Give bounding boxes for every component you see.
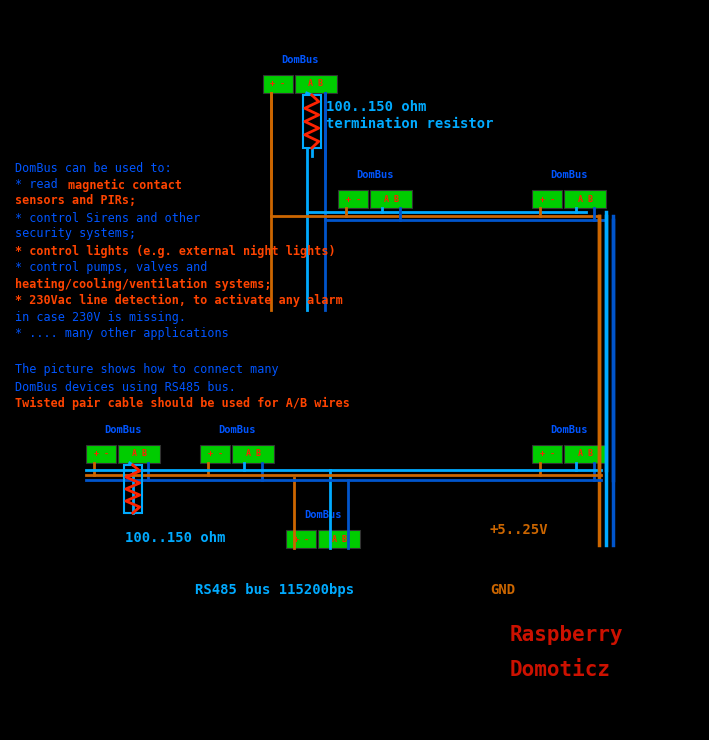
Text: sensors and PIRs;: sensors and PIRs; [15,195,136,207]
Text: A B: A B [578,449,593,459]
Text: * .... many other applications: * .... many other applications [15,326,229,340]
Bar [532,190,562,208]
Text: DomBus can be used to:: DomBus can be used to: [15,161,172,175]
Text: A B: A B [578,195,593,204]
Text: * control lights (e.g. external night lights): * control lights (e.g. external night li… [15,244,335,258]
Text: Twisted pair cable should be used for A/B wires: Twisted pair cable should be used for A/… [15,397,350,409]
Bar [295,75,337,93]
Text: DomBus: DomBus [104,425,142,435]
Text: DomBus: DomBus [281,55,319,65]
Bar [124,465,142,513]
Text: DomBus devices using RS485 bus.: DomBus devices using RS485 bus. [15,380,236,394]
Text: DomBus: DomBus [550,425,588,435]
Bar [564,190,606,208]
Text: DomBus: DomBus [550,170,588,180]
Text: Raspberry: Raspberry [510,625,624,645]
Text: Domoticz: Domoticz [510,660,611,680]
Text: DomBus: DomBus [356,170,393,180]
Text: + -: + - [271,79,286,89]
Text: GND: GND [490,583,515,597]
Text: termination resistor: termination resistor [325,117,493,131]
Bar [232,445,274,463]
Text: * read: * read [15,178,65,192]
Bar [564,445,606,463]
Text: + -: + - [94,449,108,459]
Bar [118,445,160,463]
Text: * control Sirens and other: * control Sirens and other [15,212,200,224]
Bar [86,445,116,463]
Text: security systems;: security systems; [15,227,136,241]
Text: 100..150 ohm: 100..150 ohm [125,531,225,545]
Bar [303,95,320,148]
Text: + -: + - [345,195,360,204]
Text: + -: + - [208,449,223,459]
Text: * control pumps, valves and: * control pumps, valves and [15,260,207,274]
Text: magnetic contact: magnetic contact [68,178,182,192]
Text: RS485 bus 115200bps: RS485 bus 115200bps [195,583,354,597]
Text: + -: + - [540,195,554,204]
Text: heating/cooling/ventilation systems;: heating/cooling/ventilation systems; [15,278,272,291]
Bar [200,445,230,463]
Text: 100..150 ohm: 100..150 ohm [325,100,426,114]
Bar [338,190,368,208]
Text: The picture shows how to connect many: The picture shows how to connect many [15,363,279,377]
Text: A B: A B [131,449,147,459]
Bar [286,530,316,548]
Text: + -: + - [540,449,554,459]
Text: A B: A B [332,534,347,543]
Bar [263,75,293,93]
Text: A B: A B [308,79,323,89]
Text: +5..25V: +5..25V [490,523,549,537]
Bar [370,190,412,208]
Text: + -: + - [294,534,308,543]
Text: A B: A B [245,449,260,459]
Bar [532,445,562,463]
Text: DomBus: DomBus [218,425,256,435]
Text: A B: A B [384,195,398,204]
Text: * 230Vac line detection, to activate any alarm: * 230Vac line detection, to activate any… [15,294,342,306]
Text: in case 230V is missing.: in case 230V is missing. [15,311,186,323]
Bar [318,530,360,548]
Text: DomBus: DomBus [304,510,342,520]
